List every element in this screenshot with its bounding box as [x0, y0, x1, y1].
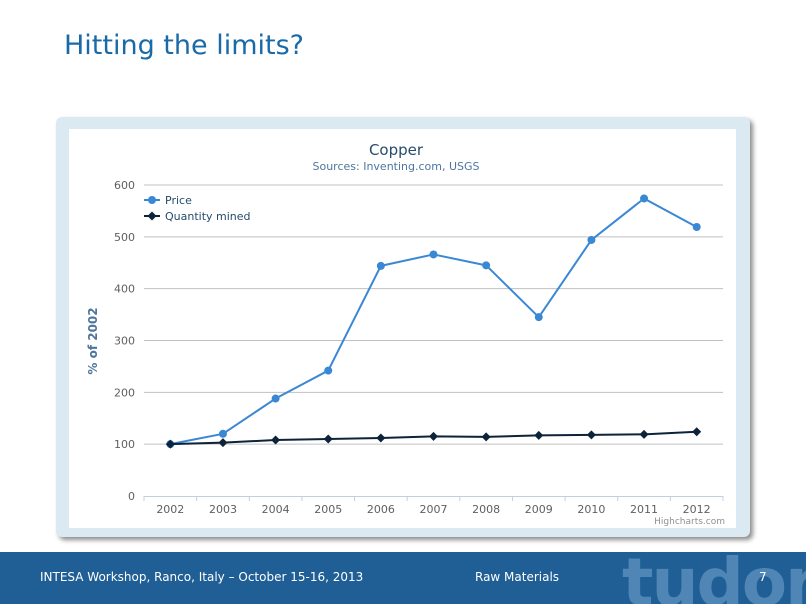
price-point [376, 261, 385, 270]
x-tick-label: 2005 [314, 503, 342, 516]
quantity-point [376, 433, 386, 443]
x-tick-label: 2009 [525, 503, 553, 516]
quantity-point [271, 435, 281, 445]
y-axis-label: % of 2002 [86, 307, 100, 374]
chart-credits[interactable]: Highcharts.com [654, 517, 725, 527]
quantity-point [639, 429, 649, 439]
chart-frame: 0 100 200 300 400 500 600 2002 2003 2004 2005 2006 2… [56, 117, 750, 537]
quantity-point [692, 427, 702, 437]
copper-chart: 0 100 200 300 400 500 600 2002 2003 2004 2005 2006 2… [86, 141, 725, 527]
series-line-0 [170, 197, 698, 446]
quantity-point [481, 432, 491, 442]
quantity-point [165, 439, 175, 449]
quantity-point [323, 434, 333, 444]
legend-marker-circle [148, 196, 156, 204]
chart-subtitle: Sources: Inventing.com, USGS [312, 160, 479, 173]
quantity-point [586, 430, 596, 440]
x-tick-label: 2007 [420, 503, 448, 516]
footer-event: INTESA Workshop, Ranco, Italy – October … [40, 570, 364, 584]
price-point [324, 366, 333, 375]
y-tick-label: 400 [114, 283, 135, 296]
legend-marker-diamond [147, 211, 157, 221]
y-tick-label: 500 [114, 231, 135, 244]
tudor-logo: tudor [622, 552, 806, 604]
price-point [640, 194, 649, 203]
x-tick-label: 2012 [683, 503, 711, 516]
price-point [692, 222, 701, 231]
price-point [534, 313, 543, 322]
chart-area: 0 100 200 300 400 500 600 2002 2003 2004 2005 2006 2… [69, 129, 736, 528]
series [165, 194, 702, 449]
price-point [218, 429, 227, 438]
legend-item-label[interactable]: Price [165, 194, 192, 207]
chart-title: Copper [369, 141, 424, 159]
price-point [271, 394, 280, 403]
slide-title: Hitting the limits? [64, 30, 304, 61]
x-tick-label: 2011 [630, 503, 658, 516]
footer-section: Raw Materials [475, 570, 560, 584]
price-point [429, 250, 438, 259]
legend-item-label[interactable]: Quantity mined [165, 210, 251, 223]
gridlines [144, 184, 723, 445]
price-point [482, 261, 491, 270]
footer-bar: tudor INTESA Workshop, Ranco, Italy – Oc… [0, 552, 806, 604]
y-tick-label: 200 [114, 386, 135, 399]
x-tick-label: 2010 [577, 503, 605, 516]
x-tick-label: 2003 [209, 503, 237, 516]
y-tick-label: 300 [114, 335, 135, 348]
y-tick-label: 100 [114, 438, 135, 451]
x-tick-label: 2008 [472, 503, 500, 516]
footer-page-number: 7 [759, 570, 767, 584]
x-tick-label: 2004 [262, 503, 290, 516]
x-tick-label: 2002 [156, 503, 184, 516]
legend: Price Quantity mined [144, 194, 251, 223]
x-tick-label: 2006 [367, 503, 395, 516]
quantity-point [429, 431, 438, 441]
quantity-point [534, 430, 544, 440]
y-tick-label: 600 [114, 179, 135, 192]
y-tick-label: 0 [128, 490, 135, 503]
quantity-point [218, 438, 228, 448]
axes: 0 100 200 300 400 500 600 2002 2003 2004 2005 2006 2… [114, 179, 724, 516]
price-point [587, 235, 596, 244]
